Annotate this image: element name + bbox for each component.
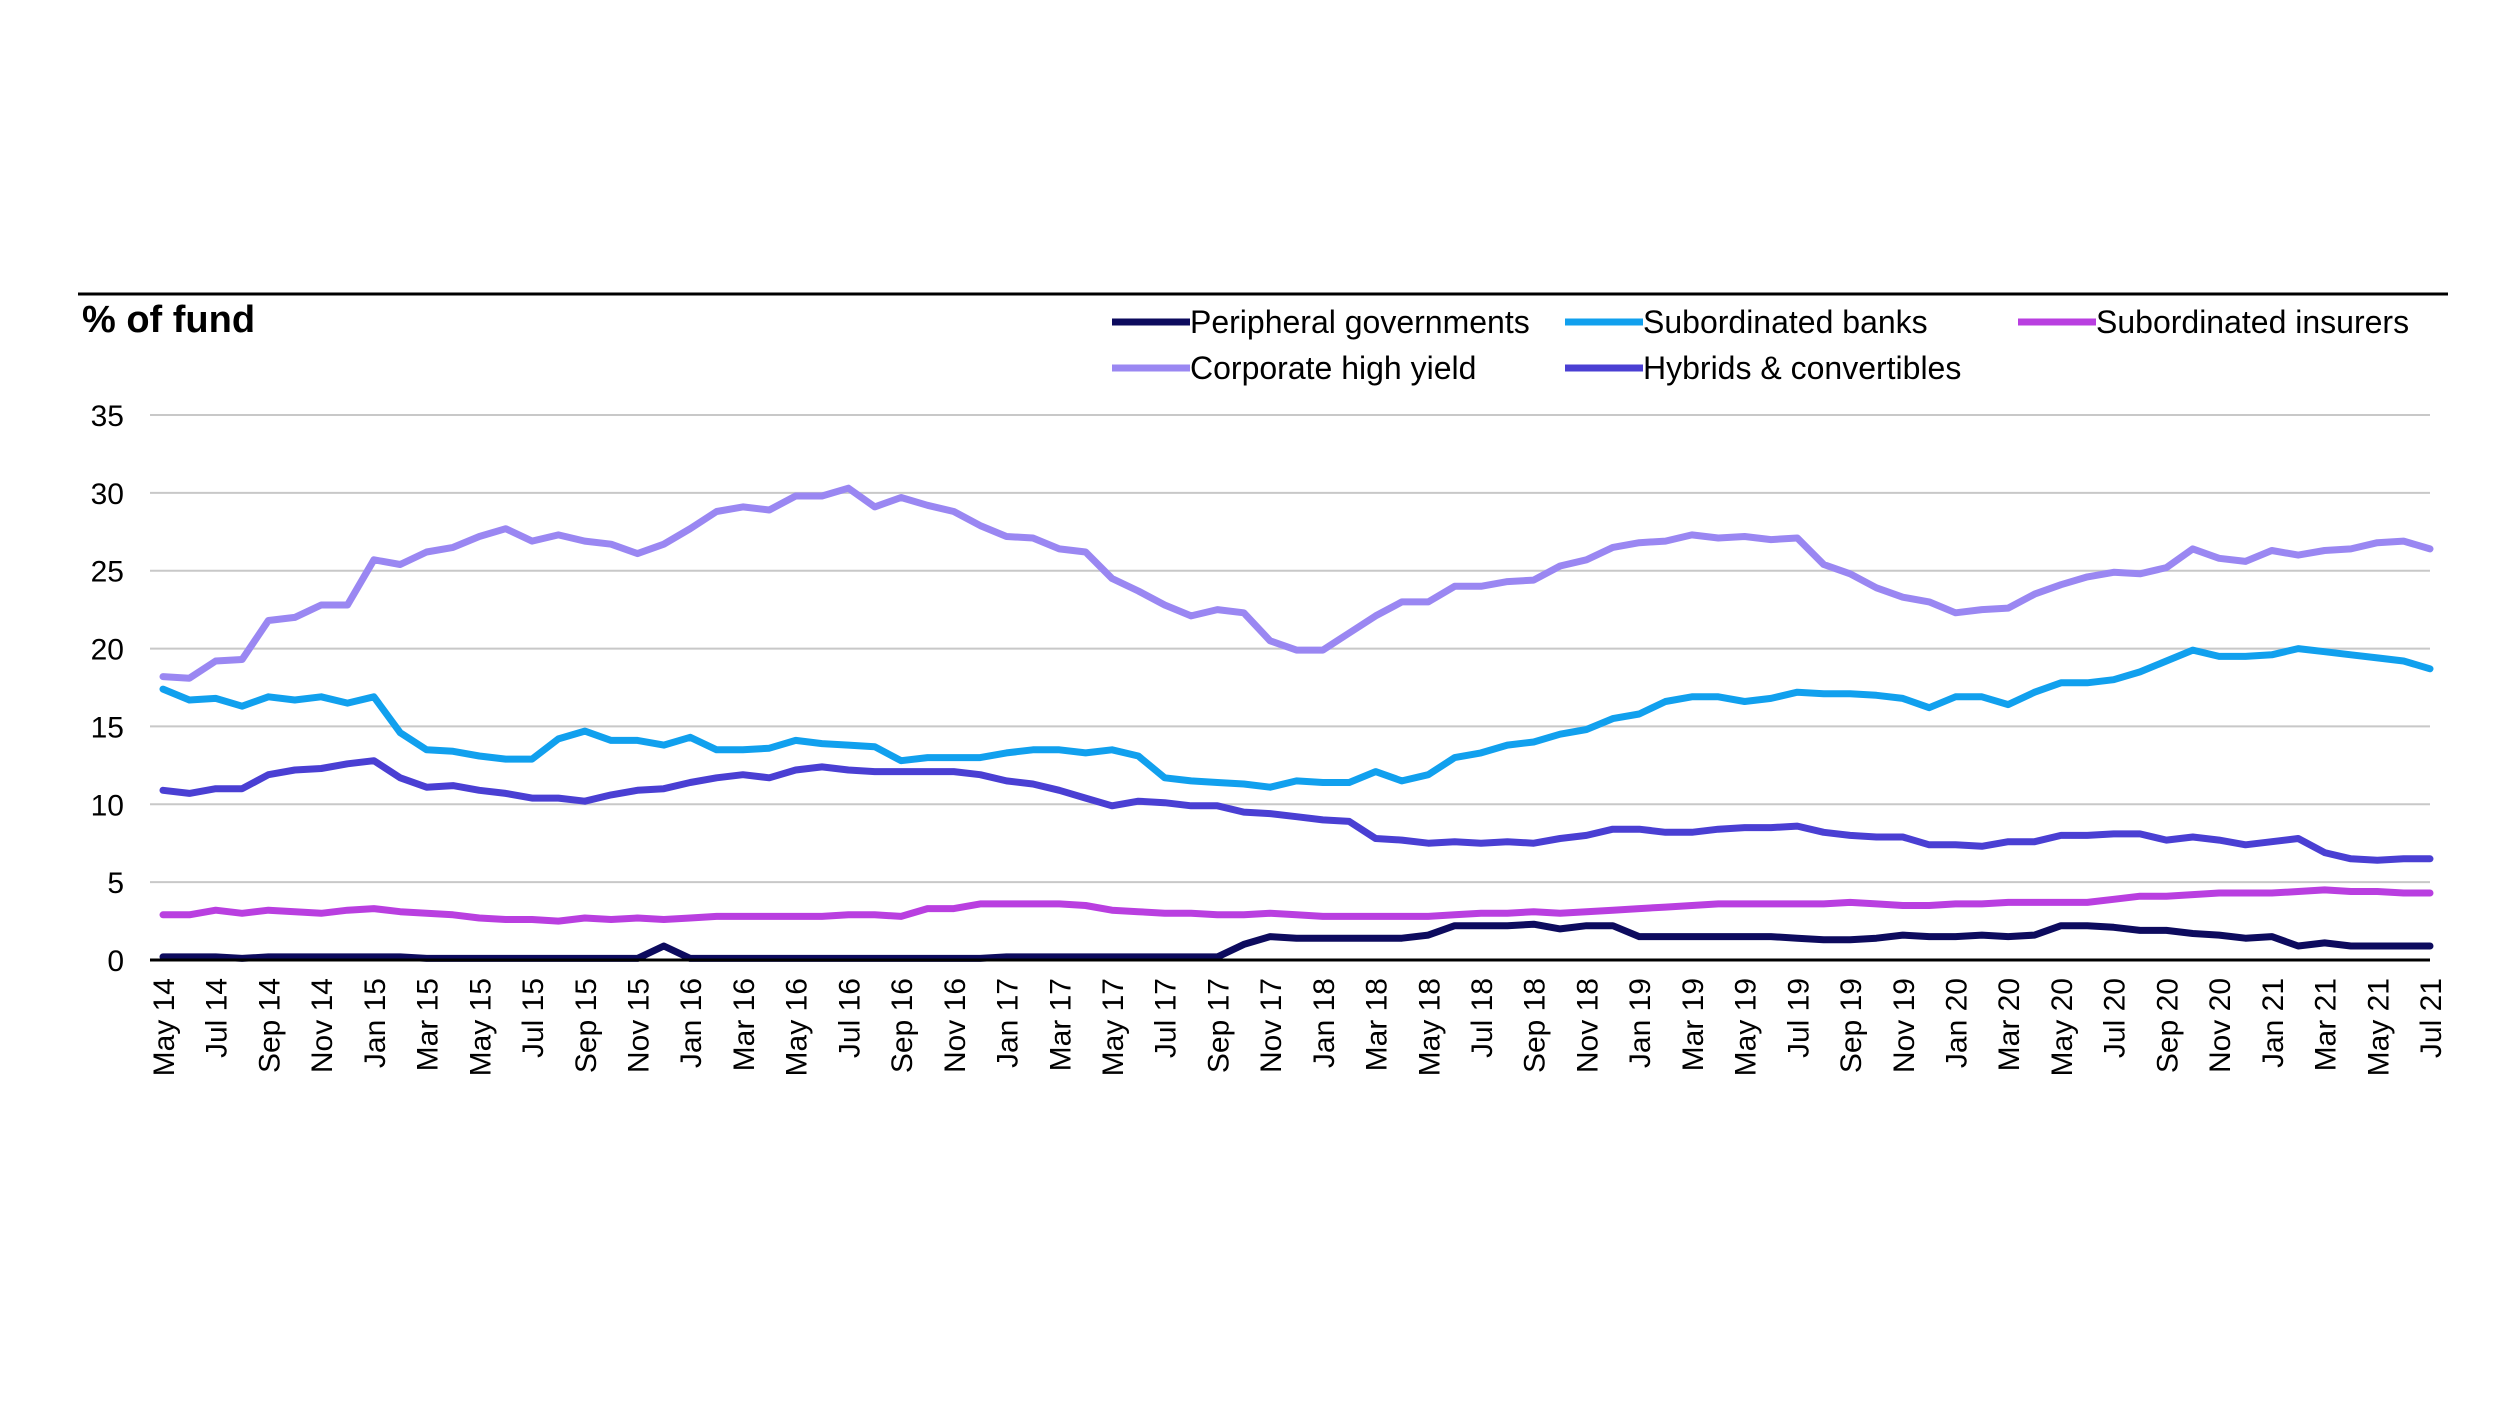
x-tick-label: May 18 bbox=[1413, 978, 1446, 1076]
x-tick-label: Jan 21 bbox=[2257, 978, 2290, 1068]
x-tick-label: Jul 17 bbox=[1150, 978, 1183, 1058]
y-axis-title: % of fund bbox=[82, 299, 255, 341]
x-tick-label: Mar 21 bbox=[2310, 978, 2343, 1071]
x-tick-label: May 14 bbox=[148, 978, 181, 1076]
x-tick-label: May 20 bbox=[2046, 978, 2079, 1076]
x-tick-label: Jul 18 bbox=[1466, 978, 1499, 1058]
series-lines bbox=[159, 484, 2434, 962]
x-tick-label: Jan 18 bbox=[1308, 978, 1341, 1068]
x-tick-label: Jul 20 bbox=[2099, 978, 2132, 1058]
legend-label: Peripheral governments bbox=[1190, 304, 1530, 340]
series-line-corporate-high-yield bbox=[159, 484, 2434, 682]
x-axis-ticks: May 14 Jul 14 Sep 14 Nov 14 Jan 15 Mar 15 May … bbox=[148, 978, 2448, 1076]
x-tick-label: Jul 14 bbox=[201, 978, 234, 1058]
x-tick-label: Mar 17 bbox=[1044, 978, 1077, 1071]
x-tick-label: Jan 16 bbox=[675, 978, 708, 1068]
x-tick-label: May 21 bbox=[2362, 978, 2395, 1076]
x-tick-label: Nov 20 bbox=[2204, 978, 2237, 1073]
x-tick-label: May 16 bbox=[781, 978, 814, 1076]
x-tick-label: Jan 20 bbox=[1941, 978, 1974, 1068]
y-tick-label: 35 bbox=[91, 400, 124, 433]
x-tick-label: Jul 15 bbox=[517, 978, 550, 1058]
x-tick-label: Sep 17 bbox=[1202, 978, 1235, 1073]
legend-label: Hybrids & convertibles bbox=[1643, 350, 1961, 386]
legend-label: Corporate high yield bbox=[1190, 350, 1476, 386]
x-tick-label: Sep 15 bbox=[570, 978, 603, 1073]
x-tick-label: Mar 18 bbox=[1361, 978, 1394, 1071]
y-tick-label: 0 bbox=[107, 945, 124, 978]
x-tick-label: Mar 16 bbox=[728, 978, 761, 1071]
x-tick-label: Jan 17 bbox=[992, 978, 1025, 1068]
x-tick-label: Nov 15 bbox=[623, 978, 656, 1073]
x-tick-label: Nov 19 bbox=[1888, 978, 1921, 1073]
x-tick-label: May 19 bbox=[1730, 978, 1763, 1076]
x-tick-label: Mar 15 bbox=[412, 978, 445, 1071]
legend-label: Subordinated insurers bbox=[2096, 304, 2409, 340]
series-line-subordinated-insurers bbox=[159, 886, 2434, 925]
x-tick-label: Jul 19 bbox=[1782, 978, 1815, 1058]
x-tick-label: Nov 14 bbox=[306, 978, 339, 1073]
x-tick-label: May 15 bbox=[464, 978, 497, 1076]
series-line-subordinated-banks bbox=[159, 645, 2434, 791]
x-tick-label: Sep 18 bbox=[1519, 978, 1552, 1073]
y-tick-label: 20 bbox=[91, 634, 124, 667]
x-tick-label: Jul 16 bbox=[833, 978, 866, 1058]
x-tick-label: Nov 17 bbox=[1255, 978, 1288, 1073]
x-tick-label: Jul 21 bbox=[2415, 978, 2448, 1058]
x-tick-label: Jan 19 bbox=[1624, 978, 1657, 1068]
x-tick-label: Nov 16 bbox=[939, 978, 972, 1073]
x-tick-label: Sep 16 bbox=[886, 978, 919, 1073]
x-tick-label: May 17 bbox=[1097, 978, 1130, 1076]
x-tick-label: Sep 14 bbox=[253, 978, 286, 1073]
y-tick-label: 5 bbox=[107, 867, 124, 900]
series-line-peripheral-governments bbox=[159, 920, 2434, 962]
x-tick-label: Sep 20 bbox=[2151, 978, 2184, 1073]
y-tick-label: 15 bbox=[91, 711, 124, 744]
x-tick-label: Mar 20 bbox=[1993, 978, 2026, 1071]
y-axis-ticks: 0 5 10 15 20 25 30 35 bbox=[91, 400, 124, 978]
legend-label: Subordinated banks bbox=[1643, 304, 1928, 340]
y-tick-label: 30 bbox=[91, 478, 124, 511]
legend: Peripheral governments Subordinated banks… bbox=[1112, 304, 2409, 386]
series-line-hybrids-convertibles bbox=[159, 757, 2434, 864]
y-tick-label: 10 bbox=[91, 789, 124, 822]
y-tick-label: 25 bbox=[91, 556, 124, 589]
x-tick-label: Nov 18 bbox=[1572, 978, 1605, 1073]
x-tick-label: Mar 19 bbox=[1677, 978, 1710, 1071]
x-tick-label: Jan 15 bbox=[359, 978, 392, 1068]
x-tick-label: Sep 19 bbox=[1835, 978, 1868, 1073]
